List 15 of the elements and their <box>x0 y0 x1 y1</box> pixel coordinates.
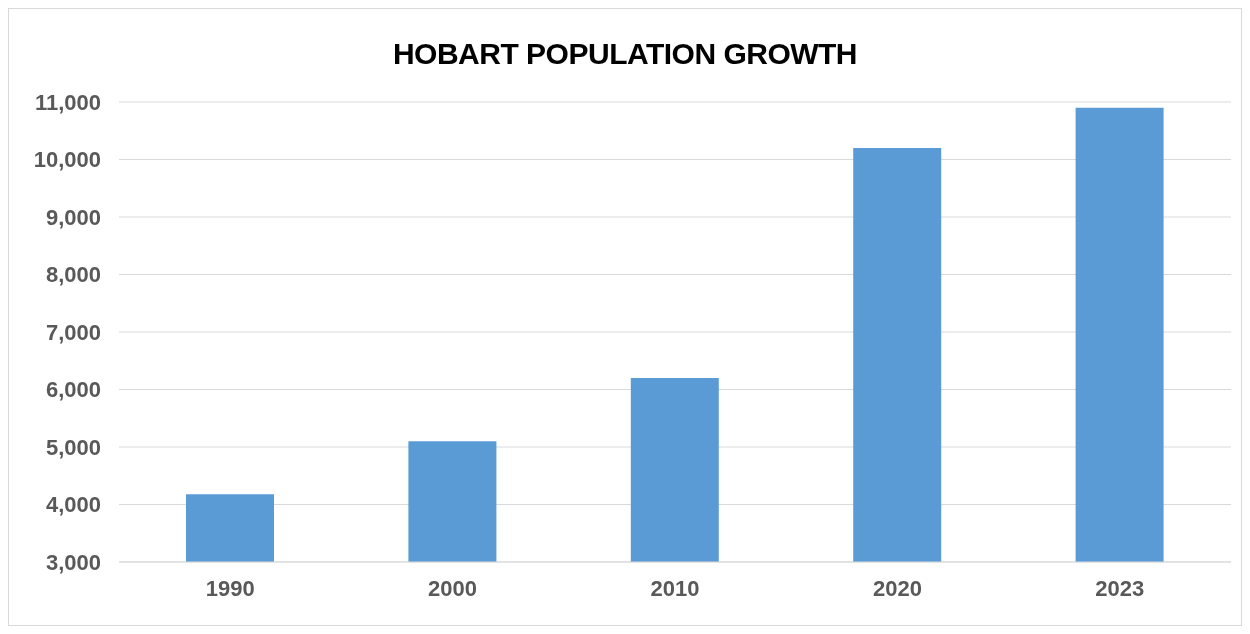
y-tick-label: 10,000 <box>33 147 101 173</box>
y-tick-label: 11,000 <box>34 89 101 115</box>
y-tick-label: 7,000 <box>45 319 101 345</box>
y-tick-label: 6,000 <box>45 377 101 403</box>
y-tick-label: 9,000 <box>45 204 101 230</box>
y-tick-label: 4,000 <box>45 492 101 518</box>
x-tick-label: 1990 <box>205 575 255 601</box>
x-tick-label: 2000 <box>428 575 478 601</box>
x-tick-label: 2020 <box>872 575 922 601</box>
y-tick-label: 5,000 <box>45 434 101 460</box>
x-tick-label: 2023 <box>1095 575 1145 601</box>
chart-title: HOBART POPULATION GROWTH <box>391 37 859 72</box>
x-tick-label: 2010 <box>650 575 700 601</box>
y-tick-label: 3,000 <box>45 549 101 575</box>
y-tick-label: 8,000 <box>45 262 101 288</box>
